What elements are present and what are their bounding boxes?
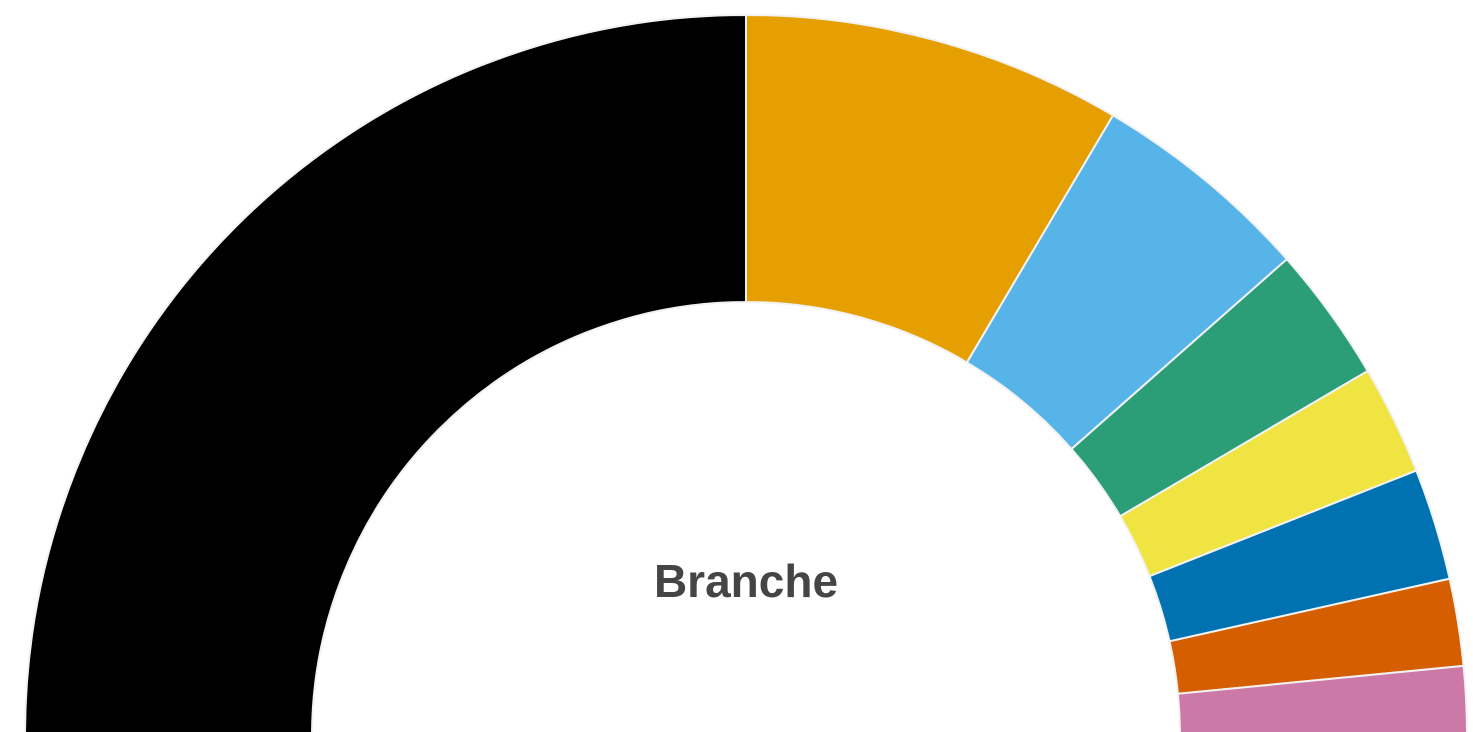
chart-title: Branche bbox=[654, 555, 838, 607]
segment bbox=[24, 13, 747, 732]
segments bbox=[24, 13, 1468, 732]
segment bbox=[1176, 664, 1468, 732]
